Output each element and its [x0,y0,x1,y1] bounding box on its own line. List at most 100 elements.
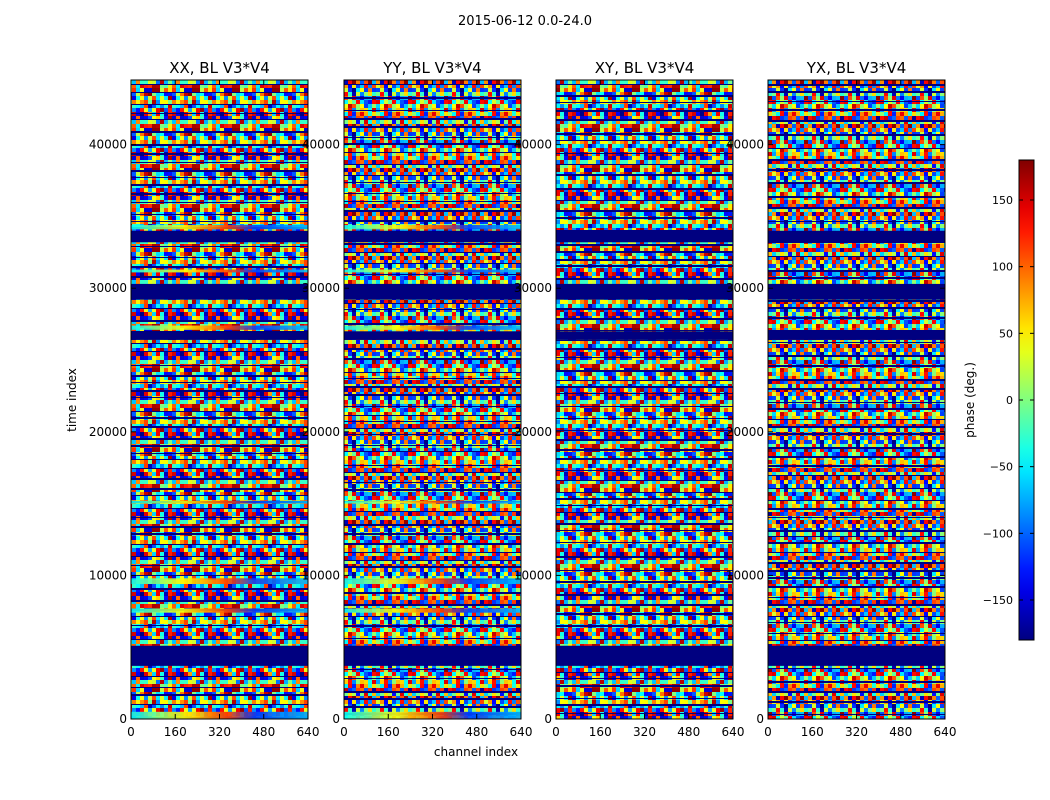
phase-gradient-band [131,269,308,273]
flag-line [344,566,521,568]
flag-line [131,257,308,258]
flag-line [768,408,945,410]
x-tick-label: 160 [377,725,400,739]
flag-line [768,604,945,606]
y-tick-label: 0 [544,712,552,726]
flag-line [556,458,733,460]
flag-line [556,406,733,407]
flag-line [768,701,945,703]
colorbar-label: phase (deg.) [963,362,977,438]
x-tick-label: 480 [252,725,275,739]
x-tick-label: 320 [633,725,656,739]
flag-line [768,342,945,343]
flag-line [344,560,521,561]
flag-line [556,698,733,699]
y-tick-label: 0 [332,712,340,726]
flag-line [556,704,733,706]
colorbar-tick-label: 50 [999,327,1013,340]
panel-title: XY, BL V3*V4 [595,59,695,77]
flag-line [556,259,733,261]
panel-title: YX, BL V3*V4 [806,59,907,77]
flag-line [344,143,521,145]
flag-line [131,390,308,392]
phase-gradient-band [344,500,521,504]
flag-line [768,465,945,467]
flag-line [556,556,733,558]
flag-line [768,134,945,136]
flag-line [768,681,945,683]
panel-1 [343,79,522,720]
flag-line [131,266,308,268]
panel-title: YY, BL V3*V4 [382,59,481,77]
flag-line [768,242,945,243]
phase-gradient-band [344,225,521,230]
flag-line [768,270,945,272]
flag-line [131,426,308,428]
flagged-band [768,230,945,243]
flag-line [131,113,308,114]
flag-line [556,188,733,190]
y-tick-label: 40000 [89,138,127,152]
flag-line [131,565,308,566]
flag-line [768,552,945,553]
flag-line [344,669,521,670]
flag-line [768,456,945,458]
phase-gradient-band [131,500,308,504]
x-tick-label: 320 [845,725,868,739]
flag-line [131,170,308,172]
flag-line [131,162,308,163]
flag-line [344,118,521,120]
flagged-band [556,645,733,666]
flag-line [131,308,308,309]
flag-line [344,201,521,202]
phase-gradient-band [344,269,521,273]
flag-line [556,685,733,687]
flag-line [768,426,945,428]
flag-line [131,375,308,377]
flagged-band [344,331,521,340]
flag-line [131,600,308,602]
flag-line [131,214,308,215]
y-tick-label: 40000 [726,138,764,152]
flag-line [344,421,521,422]
colorbar-tick-label: −150 [983,594,1013,607]
flag-line [131,276,308,278]
colorbar-tick-label: 100 [992,261,1013,274]
colorbar-tick-label: 0 [1006,394,1013,407]
x-tick-label: 640 [510,725,533,739]
flag-line [556,570,733,571]
flag-line [556,340,733,341]
y-axis-label: time index [65,368,79,432]
flag-line [131,144,308,146]
y-tick-label: 20000 [302,425,340,439]
flag-line [344,489,521,491]
flag-line [344,323,521,325]
flag-line [768,616,945,617]
y-tick-label: 10000 [302,568,340,582]
flag-line [556,265,733,267]
colorbar-tick-label: 150 [992,194,1013,207]
flag-line [768,355,945,357]
flag-line [768,101,945,102]
flag-line [344,126,521,128]
flag-line [556,512,733,513]
flag-line [556,318,733,320]
flag-line [768,536,945,537]
flag-line [131,411,308,412]
flag-line [556,102,733,103]
flag-line [344,706,521,708]
flag-line [131,397,308,398]
phase-gradient-band [344,578,521,585]
flag-line [344,691,521,693]
x-tick-label: 160 [801,725,824,739]
flag-line [768,307,945,309]
phase-gradient-band [344,325,521,330]
x-tick-label: 320 [421,725,444,739]
flag-line [556,153,733,154]
flag-line [344,472,521,473]
flag-line [131,575,308,576]
phase-field [131,80,308,719]
flag-line [556,430,733,431]
x-tick-label: 640 [934,725,957,739]
